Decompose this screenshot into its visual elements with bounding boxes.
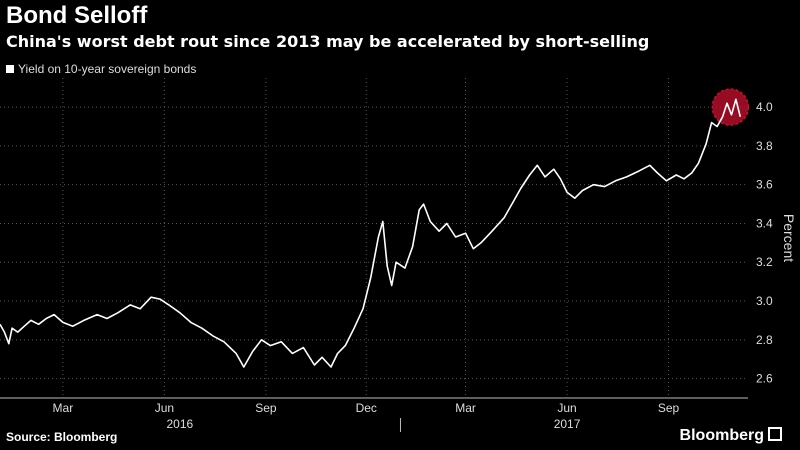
chart-title: Bond Selloff: [6, 2, 148, 29]
x-tick-label: Mar: [53, 401, 74, 415]
y-tick-label: 3.2: [756, 255, 773, 269]
y-tick-label: 2.6: [756, 372, 773, 386]
y-tick-label: 3.0: [756, 294, 773, 308]
highlight-circle: [711, 88, 750, 126]
y-tick-label: 3.4: [756, 216, 773, 230]
brand-mark-icon: [768, 427, 782, 441]
legend-label: Yield on 10-year sovereign bonds: [18, 62, 197, 76]
x-tick-label: Jun: [155, 401, 174, 415]
y-axis-label: Percent: [781, 214, 797, 262]
x-tick-label: Mar: [455, 401, 476, 415]
y-tick-label: 3.8: [756, 139, 773, 153]
y-tick-label: 2.8: [756, 333, 773, 347]
x-tick-label: Sep: [658, 401, 680, 415]
x-tick-label: Dec: [356, 401, 377, 415]
legend: Yield on 10-year sovereign bonds: [6, 62, 196, 76]
x-tick-label: Sep: [255, 401, 277, 415]
series-line: [0, 98, 742, 368]
legend-swatch: [6, 65, 14, 73]
chart-subtitle: China's worst debt rout since 2013 may b…: [6, 32, 650, 51]
year-label: 2017: [554, 417, 581, 431]
y-tick-label: 3.6: [756, 178, 773, 192]
y-tick-label: 4.0: [756, 100, 773, 114]
year-label: 2016: [166, 417, 193, 431]
brand-name: Bloomberg: [679, 427, 764, 444]
brand-logo: Bloomberg: [680, 426, 782, 445]
x-tick-label: Jun: [557, 401, 576, 415]
source-note: Source: Bloomberg: [6, 430, 118, 444]
